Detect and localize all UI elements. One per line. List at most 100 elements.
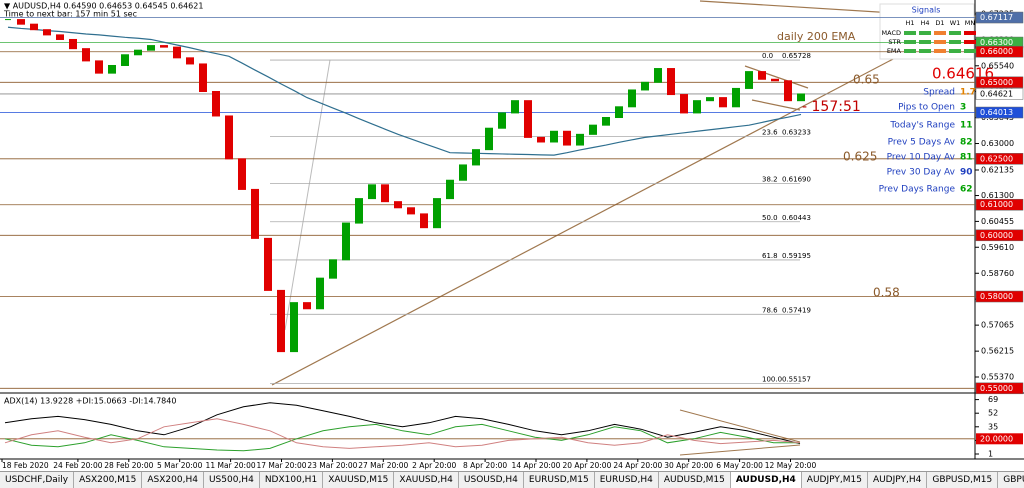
adx-trendline: [679, 444, 801, 456]
candle: [771, 78, 779, 82]
candle: [264, 237, 272, 291]
candle: [628, 89, 636, 108]
candle: [381, 184, 389, 203]
candle: [238, 158, 246, 190]
candle: [459, 164, 467, 181]
signal-cell: [904, 40, 916, 44]
candle: [69, 38, 77, 50]
candle: [56, 34, 64, 40]
x-tick-label: 12 May 20:00: [765, 461, 817, 470]
candle: [693, 100, 701, 114]
signal-column: D1: [935, 19, 944, 27]
signal-cell: [919, 40, 931, 44]
x-tick-label: 28 Feb 20:00: [104, 461, 153, 470]
candle: [784, 80, 792, 102]
candle: [576, 133, 584, 146]
candle: [472, 149, 480, 166]
candle: [95, 60, 103, 74]
annotation: daily 200 EMA: [777, 30, 856, 43]
level-box: [975, 11, 1024, 24]
signal-cell: [904, 49, 916, 53]
level-label: 0.60000: [980, 231, 1013, 240]
candle: [173, 46, 181, 59]
x-tick-label: 30 Apr 20:00: [664, 461, 713, 470]
adx-line: [4, 418, 801, 449]
tab[interactable]: AUDJPY,H4: [868, 472, 928, 488]
candle: [108, 64, 116, 74]
tab[interactable]: EURUSD,H4: [595, 472, 659, 488]
tab[interactable]: AUDUSD,M15: [659, 472, 731, 488]
candle: [732, 87, 740, 108]
tab[interactable]: US500,H4: [204, 472, 260, 488]
candle: [485, 127, 493, 151]
candle: [706, 97, 714, 102]
signal-cell: [949, 49, 961, 53]
signal-cell: [949, 40, 961, 44]
level-label: 20.0000: [980, 434, 1013, 443]
level-box: [975, 76, 1024, 89]
tab[interactable]: USOUSD,H4: [459, 472, 524, 488]
tab[interactable]: XAUUSD,M15: [323, 472, 395, 488]
signal-row: EMA: [887, 47, 902, 55]
level-label: 0.58000: [980, 292, 1013, 301]
tab[interactable]: GBPUSD,M15: [927, 472, 999, 488]
y-tick-label: 0.61300: [981, 191, 1014, 200]
level-box: [975, 198, 1024, 211]
tab[interactable]: NDX100,H1: [260, 472, 324, 488]
candle: [511, 100, 519, 114]
tab[interactable]: XAUUSD,H4: [394, 472, 459, 488]
x-tick-label: 24 Feb 20:00: [53, 461, 102, 470]
annotation: 0.625: [843, 150, 877, 164]
candle: [199, 63, 207, 92]
adx-trendline: [679, 409, 801, 443]
candle: [524, 100, 532, 138]
info-label: Today's Range: [889, 121, 955, 131]
fib-level: 100.0: [762, 376, 782, 384]
signal-cell: [964, 40, 976, 44]
level-label: 0.62500: [980, 154, 1013, 163]
tab[interactable]: ASX200,M15: [74, 472, 143, 488]
signal-row: MACD: [882, 29, 901, 37]
level-box: [975, 290, 1024, 303]
tab[interactable]: USDCHF,Daily: [0, 472, 75, 488]
y-tick-label: 0.58760: [981, 269, 1014, 278]
candle: [186, 57, 194, 65]
candle: [641, 81, 649, 91]
candle: [667, 68, 675, 96]
info-label: Pips to Open: [898, 103, 955, 113]
annotation: 0.58: [873, 286, 900, 300]
signal-cell: [934, 31, 946, 35]
candle: [433, 198, 441, 229]
candle: [654, 68, 662, 83]
chart-subtitle: Time to next bar: 157 min 51 sec: [3, 10, 137, 19]
candle: [563, 130, 571, 146]
candle: [797, 93, 805, 102]
level-label: 0.61000: [980, 200, 1013, 209]
y-tick-label: 0.60455: [981, 217, 1014, 226]
candle: [134, 49, 142, 56]
signal-row: STR: [888, 38, 901, 46]
x-tick-label: 2 Apr 20:00: [412, 461, 456, 470]
tab[interactable]: EURUSD,M15: [524, 472, 595, 488]
fib-level: 0.0: [762, 52, 773, 60]
adx-line: [4, 423, 800, 452]
candle: [745, 71, 753, 89]
candle: [342, 222, 350, 261]
tab[interactable]: ASX200,H4: [142, 472, 204, 488]
level-label: 0.67117: [980, 13, 1013, 22]
adx-title: ADX(14) 13.9228 +DI:15.0663 -DI:14.7840: [4, 397, 176, 406]
candle: [537, 136, 545, 143]
tab[interactable]: AUDUSD,H4: [730, 472, 802, 488]
fib-level: 61.8: [762, 252, 778, 260]
signal-cell: [964, 49, 976, 53]
level-label: 0.66300: [980, 38, 1013, 47]
fib-price: 0.65728: [782, 52, 811, 60]
info-label: Prev 30 Day Av: [887, 168, 956, 178]
tab[interactable]: GBPUSD,H4: [998, 472, 1024, 488]
signal-column: H1: [905, 19, 914, 27]
candle: [121, 54, 129, 66]
signal-cell: [949, 31, 961, 35]
tab[interactable]: AUDJPY,M15: [802, 472, 868, 488]
x-tick-label: 27 Mar 20:00: [358, 461, 408, 470]
candle: [17, 19, 25, 25]
